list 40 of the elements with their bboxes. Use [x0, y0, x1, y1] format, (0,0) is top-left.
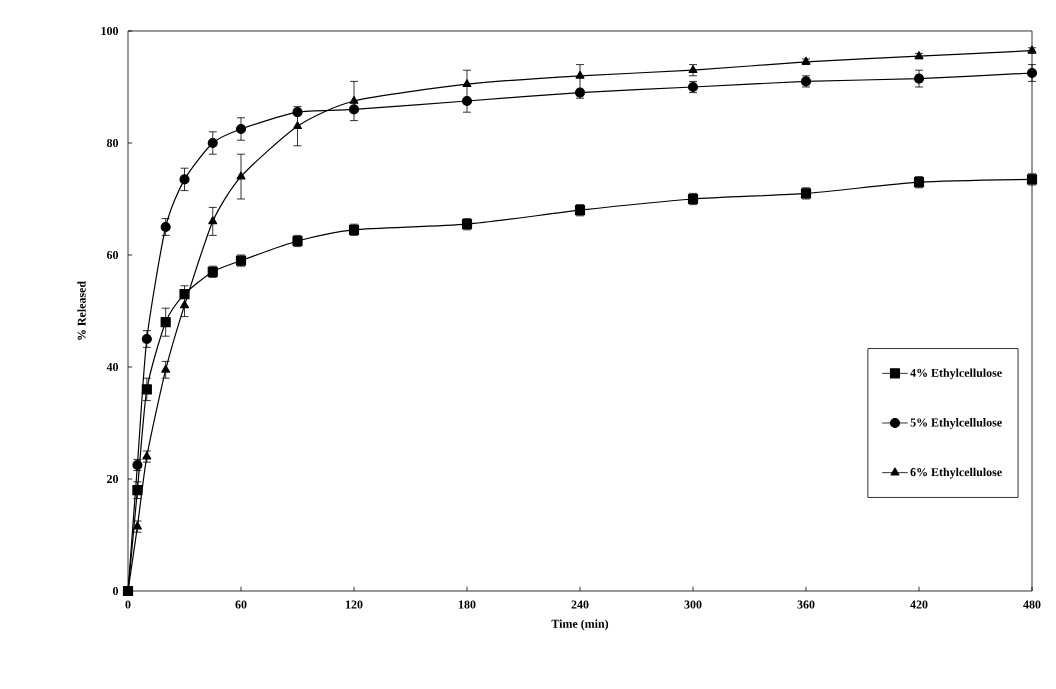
x-tick-label: 360	[797, 600, 815, 609]
y-tick-label: 40	[106, 362, 119, 372]
point	[141, 384, 152, 395]
x-tick-label: 480	[1023, 600, 1041, 609]
point	[293, 121, 302, 130]
point	[913, 73, 925, 84]
point	[179, 174, 190, 185]
point	[180, 300, 189, 309]
y-tick-label: 60	[106, 250, 119, 260]
x-tick-label: 300	[684, 600, 702, 609]
x-tick-label: 60	[235, 600, 247, 609]
y-tick-label: 80	[106, 138, 119, 148]
point	[208, 216, 218, 225]
x-tick-label: 420	[910, 600, 928, 609]
point	[179, 289, 190, 300]
point	[574, 87, 586, 98]
y-tick-label: 100	[101, 26, 119, 36]
point	[462, 79, 472, 88]
point	[461, 95, 473, 107]
point	[575, 70, 585, 79]
point	[235, 123, 247, 135]
point	[132, 521, 142, 530]
point	[207, 137, 218, 149]
point	[160, 317, 171, 328]
point	[292, 107, 303, 118]
point	[236, 171, 246, 180]
legend-label: 5% Ethylcellulose	[910, 418, 1002, 429]
point	[349, 95, 359, 104]
x-tick-label: 0	[125, 600, 131, 609]
x-axis-title: Time (min)	[551, 619, 609, 631]
y-axis-title: % Released	[77, 281, 86, 340]
x-tick-label: 120	[345, 600, 363, 609]
legend-label: 4% Ethylcellulose	[910, 368, 1002, 380]
point	[348, 104, 360, 115]
y-tick-label: 0	[112, 586, 119, 596]
y-tick-label: 20	[107, 474, 119, 484]
x-tick-label: 240	[571, 600, 589, 609]
legend-label: 6% Ethylcellulose	[910, 467, 1002, 479]
x-tick-label: 180	[458, 600, 476, 609]
point	[132, 485, 143, 496]
